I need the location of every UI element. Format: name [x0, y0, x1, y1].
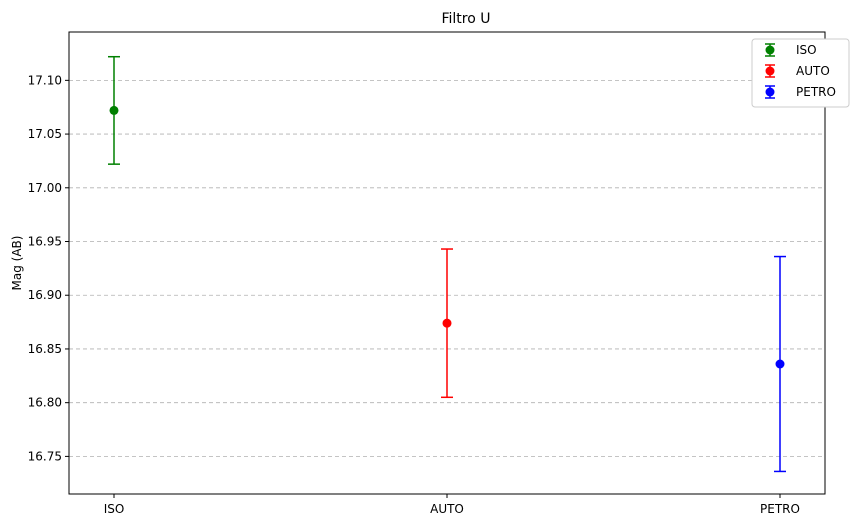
legend-marker	[765, 87, 775, 97]
y-tick-label: 17.00	[28, 181, 62, 195]
errorbar-iso	[108, 55, 120, 165]
x-tick-label: PETRO	[760, 502, 800, 516]
legend-item-iso: ISO	[765, 43, 817, 57]
chart-title: Filtro U	[441, 11, 490, 27]
legend-marker	[765, 66, 775, 76]
data-point	[775, 359, 785, 369]
x-tick-label: AUTO	[430, 502, 464, 516]
errorbar-auto	[441, 248, 453, 399]
y-ticks: 16.75 16.80 16.85 16.90 16.95 17.00 17.05 17.10	[28, 73, 69, 463]
legend-label: AUTO	[796, 64, 830, 78]
x-ticks: ISO AUTO PETRO	[104, 494, 800, 516]
y-tick-label: 17.05	[28, 127, 62, 141]
legend-box	[751, 38, 850, 108]
data-marks	[108, 55, 786, 473]
data-point	[109, 105, 119, 115]
legend-marker	[765, 45, 775, 55]
errorbar-petro	[774, 255, 786, 473]
legend-label: ISO	[796, 43, 817, 57]
y-tick-label: 16.95	[28, 235, 62, 249]
legend-label: PETRO	[796, 85, 836, 99]
x-tick-label: ISO	[104, 502, 125, 516]
y-tick-label: 16.90	[28, 288, 62, 302]
y-tick-label: 17.10	[28, 73, 62, 87]
y-axis-label: Mag (AB)	[10, 236, 24, 291]
legend-item-auto: AUTO	[765, 64, 830, 78]
data-point	[442, 318, 452, 328]
legend: ISO AUTO PETRO	[751, 38, 850, 108]
y-tick-label: 16.80	[28, 396, 62, 410]
legend-item-petro: PETRO	[765, 85, 836, 99]
y-tick-label: 16.75	[28, 449, 62, 463]
y-tick-label: 16.85	[28, 342, 62, 356]
